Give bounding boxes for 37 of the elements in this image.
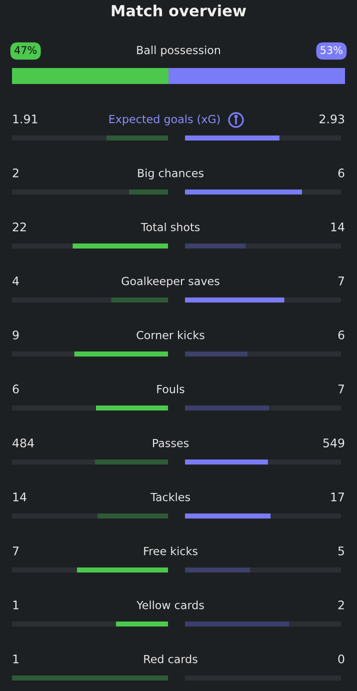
data-label: 14 xyxy=(331,222,344,232)
data-label: 2 xyxy=(12,168,18,178)
data-label: 7 xyxy=(338,276,344,286)
data-label: 1 xyxy=(13,654,18,664)
data-label: 47% xyxy=(14,46,37,54)
data-label: 22 xyxy=(12,222,26,232)
data-label: 484 xyxy=(12,438,34,448)
category-label: Expected goals (xG) xyxy=(109,114,220,126)
data-label: 6 xyxy=(12,384,19,394)
category-label: Total shots xyxy=(140,222,200,232)
category-label: Big chances xyxy=(138,168,204,180)
category-label: Tackles xyxy=(150,492,190,502)
data-label: 14 xyxy=(13,492,26,502)
data-label: 1.91 xyxy=(13,114,38,124)
category-label: Yellow cards xyxy=(136,600,204,610)
category-label: Fouls xyxy=(157,384,184,394)
data-label: 6 xyxy=(338,330,344,340)
category-label: Red cards xyxy=(144,654,198,664)
category-label: Corner kicks xyxy=(136,330,204,340)
category-label: Free kicks xyxy=(144,546,198,556)
data-label: 7 xyxy=(338,384,344,394)
data-label: 4 xyxy=(12,276,19,286)
data-label: 1 xyxy=(13,600,18,610)
data-label: 549 xyxy=(323,438,344,448)
data-label: 5 xyxy=(338,546,344,556)
category-label: Ball possession xyxy=(137,46,220,56)
data-label: 9 xyxy=(12,330,19,340)
data-label: 2 xyxy=(338,600,344,610)
data-label: 17 xyxy=(331,492,344,502)
category-label: Passes xyxy=(152,438,189,448)
data-label: 7 xyxy=(12,546,18,556)
data-label: 0 xyxy=(338,654,344,664)
category-label: Goalkeeper saves xyxy=(122,276,220,288)
data-label: 53% xyxy=(320,46,342,54)
data-label: 6 xyxy=(338,168,344,178)
data-label: 2.93 xyxy=(320,114,344,124)
text: Match overview xyxy=(112,4,246,16)
